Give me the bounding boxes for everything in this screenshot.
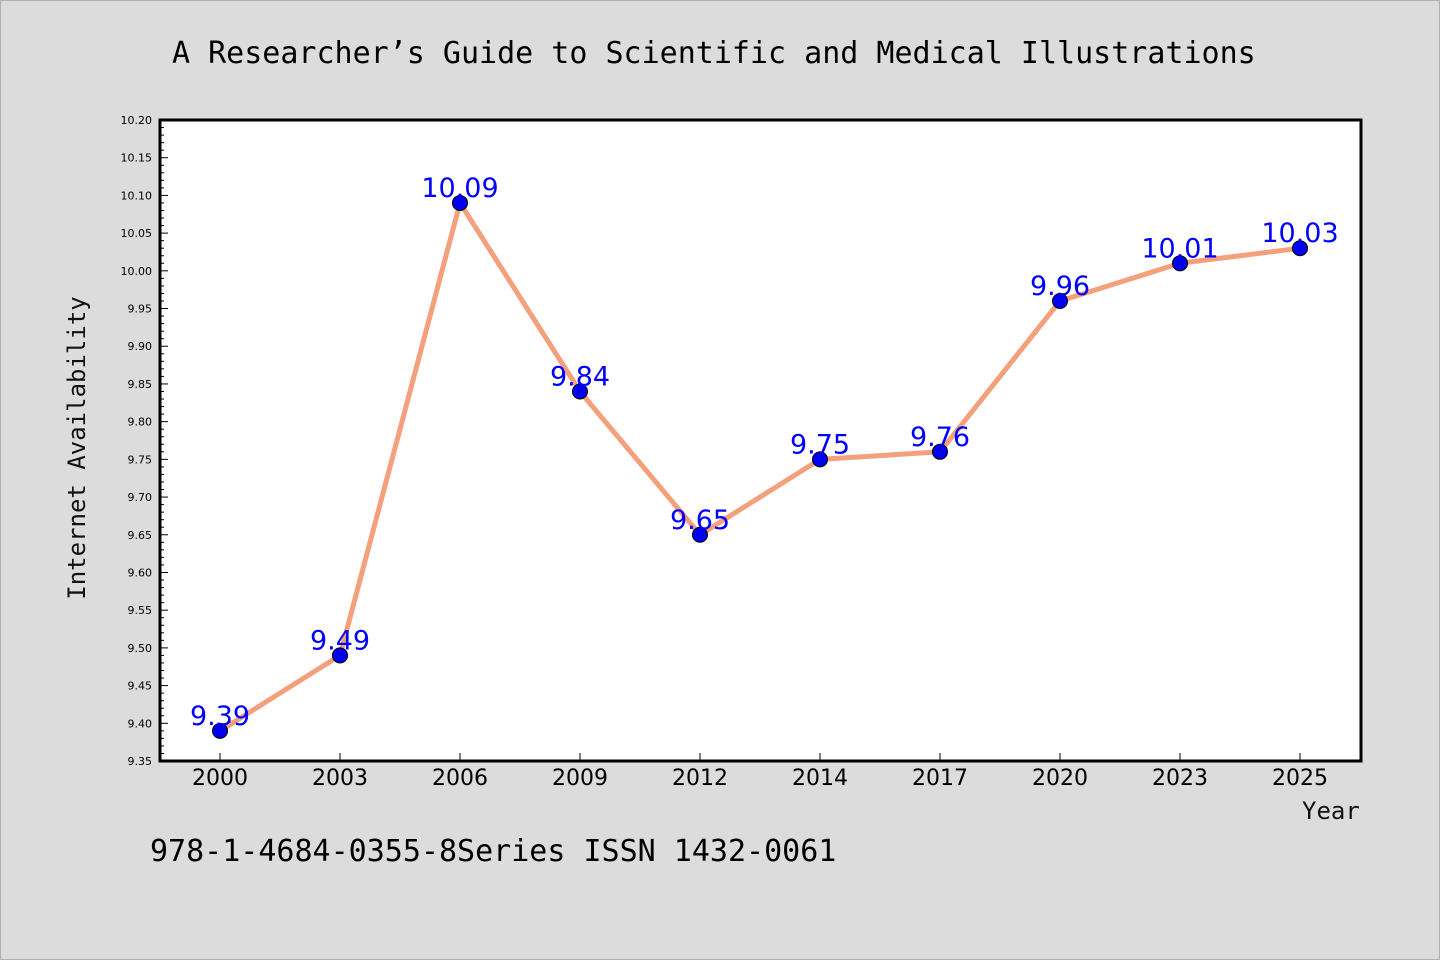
data-label: 9.75 [790,429,850,460]
y-tick-label: 10.05 [121,227,153,240]
x-tick-label: 2023 [1152,766,1208,791]
x-tick-label: 2012 [672,766,728,791]
y-axis-label: Internet Availability [63,296,91,600]
y-tick-label: 9.40 [128,717,153,730]
y-tick-label: 10.00 [121,265,153,278]
series-line [217,200,1303,734]
y-tick-label: 9.45 [128,680,153,693]
y-tick-label: 9.90 [128,340,153,353]
y-tick-label: 10.20 [121,114,153,127]
y-axis: 9.35 9.40 9.45 9.50 9.55 9.60 9.65 9.70 9.75 9.80… [121,114,168,768]
data-point-marker [572,383,588,400]
data-point-marker [932,443,948,460]
data-labels-group: 9.39 9.49 10.09 9.84 9.65 9.75 9.76 9.96 10.01 10… [190,173,1339,732]
x-tick-label: 2003 [312,766,368,791]
markers-group [212,194,1308,739]
x-tick-label: 2020 [1032,766,1088,791]
y-tick-label: 9.60 [128,566,153,579]
data-point-marker [212,722,228,739]
y-tick-label: 9.95 [128,303,153,316]
data-label: 9.84 [550,361,610,392]
y-tick-label: 9.75 [128,453,153,466]
data-label: 9.39 [190,701,250,732]
data-label: 10.03 [1261,218,1338,249]
y-tick-label: 10.10 [121,189,153,202]
x-tick-label: 2014 [792,766,848,791]
x-tick-label: 2017 [912,766,968,791]
data-point-marker [692,526,708,543]
data-label: 9.49 [310,625,370,656]
data-label: 9.65 [670,505,730,536]
y-tick-label: 9.80 [128,416,153,429]
y-tick-label: 9.35 [128,755,153,768]
data-point-marker [1172,255,1188,272]
y-tick-label: 9.50 [128,642,153,655]
x-tick-label: 2006 [432,766,488,791]
data-label: 9.76 [910,422,970,453]
data-point-marker [812,451,828,468]
y-tick-label: 9.65 [128,529,153,542]
x-axis-label: Year [1302,797,1360,825]
x-tick-label: 2000 [192,766,248,791]
x-tick-label: 2009 [552,766,608,791]
x-tick-label: 2025 [1272,766,1328,791]
chart-title: A Researcher’s Guide to Scientific and M… [172,36,1256,71]
y-tick-label: 10.15 [121,152,153,165]
data-point-marker [332,647,348,664]
y-tick-label: 9.85 [128,378,153,391]
data-label: 9.96 [1030,271,1090,302]
y-tick-label: 9.70 [128,491,153,504]
data-label: 10.01 [1141,233,1218,264]
x-axis: 2000 2003 2006 2009 2012 2014 2017 2020 2023 2025 [192,753,1328,791]
y-tick-label: 9.55 [128,604,153,617]
plot-area [158,118,1363,763]
data-point-marker [1292,240,1308,257]
data-label: 10.09 [421,173,498,204]
series-line-group [217,200,1303,734]
data-point-marker [1052,292,1068,309]
footer-note: 978-1-4684-0355-8Series ISSN 1432-0061 [150,834,837,869]
data-point-marker [452,194,468,211]
